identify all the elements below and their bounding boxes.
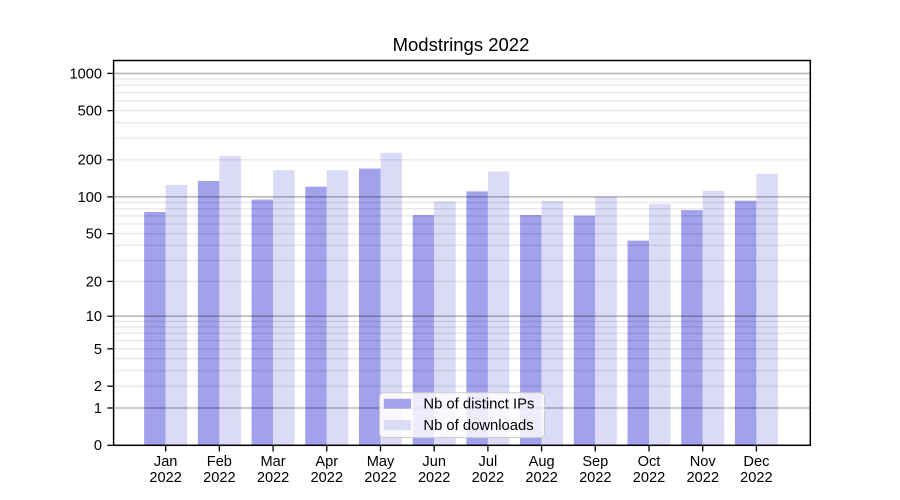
svg-text:Apr: Apr [315, 454, 338, 470]
svg-text:2022: 2022 [740, 470, 772, 486]
svg-text:100: 100 [78, 190, 102, 206]
svg-text:5: 5 [94, 342, 102, 358]
svg-text:2022: 2022 [149, 470, 181, 486]
svg-text:Sep: Sep [582, 454, 608, 470]
svg-text:20: 20 [86, 274, 102, 290]
svg-text:2022: 2022 [203, 470, 235, 486]
svg-text:Nov: Nov [690, 454, 717, 470]
svg-text:Dec: Dec [743, 454, 769, 470]
svg-text:1: 1 [94, 401, 102, 417]
svg-text:10: 10 [86, 309, 102, 325]
svg-text:2022: 2022 [364, 470, 396, 486]
svg-text:2022: 2022 [311, 470, 343, 486]
svg-text:2022: 2022 [525, 470, 557, 486]
svg-text:Oct: Oct [638, 454, 661, 470]
svg-text:Mar: Mar [260, 454, 285, 470]
svg-text:Aug: Aug [529, 454, 555, 470]
svg-text:2022: 2022 [472, 470, 504, 486]
svg-text:Jun: Jun [422, 454, 446, 470]
svg-text:Feb: Feb [207, 454, 232, 470]
svg-text:2022: 2022 [257, 470, 289, 486]
svg-text:2: 2 [94, 379, 102, 395]
svg-text:Jul: Jul [479, 454, 498, 470]
svg-text:May: May [367, 454, 395, 470]
svg-text:500: 500 [78, 104, 102, 120]
svg-text:Jan: Jan [154, 454, 178, 470]
svg-text:Nb of downloads: Nb of downloads [423, 418, 533, 434]
svg-text:50: 50 [86, 227, 102, 243]
svg-text:2022: 2022 [418, 470, 450, 486]
svg-text:200: 200 [78, 153, 102, 169]
svg-text:2022: 2022 [686, 470, 718, 486]
svg-text:1000: 1000 [70, 66, 102, 82]
svg-text:2022: 2022 [633, 470, 665, 486]
svg-text:Nb of distinct IPs: Nb of distinct IPs [423, 397, 534, 413]
svg-text:0: 0 [94, 438, 102, 454]
svg-text:2022: 2022 [579, 470, 611, 486]
svg-text:Modstrings 2022: Modstrings 2022 [393, 34, 530, 55]
